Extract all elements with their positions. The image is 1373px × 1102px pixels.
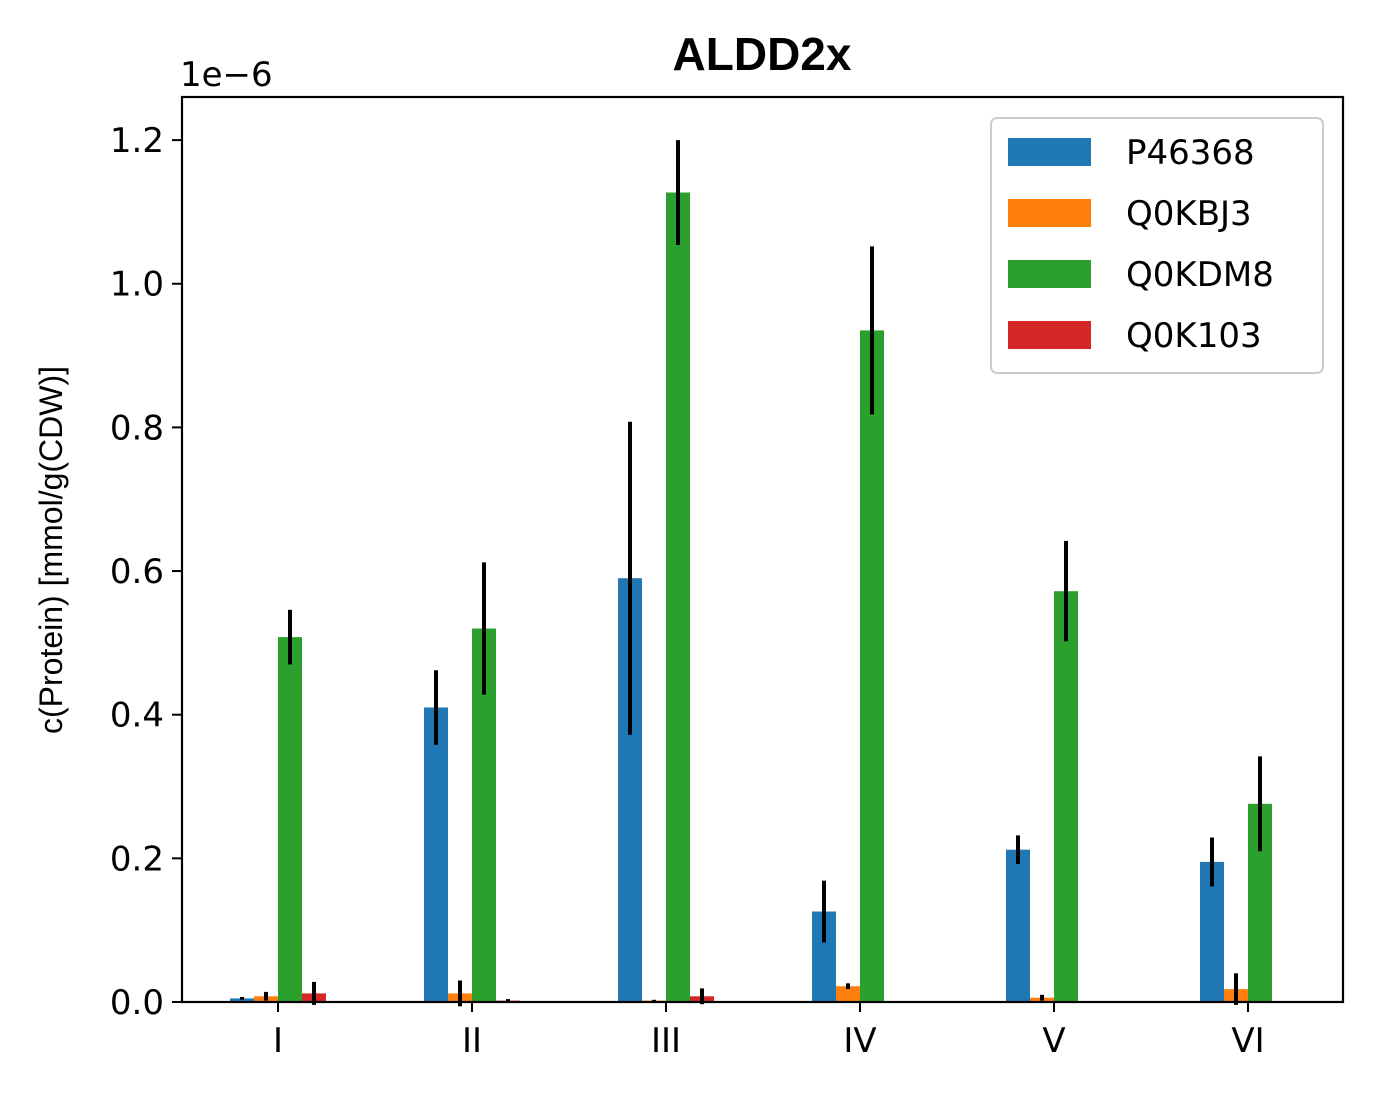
legend-label-Q0KDM8: Q0KDM8 <box>1126 255 1274 295</box>
legend-swatch-Q0KBJ3 <box>1008 199 1091 227</box>
y-tick-label: 0.8 <box>110 408 164 448</box>
x-tick-label: II <box>462 1021 482 1061</box>
y-tick-label: 0.6 <box>110 552 164 592</box>
bar-Q0KDM8-III <box>666 192 690 1002</box>
legend-label-Q0K103: Q0K103 <box>1126 316 1262 356</box>
y-tick-label: 0.0 <box>110 983 164 1023</box>
bar-Q0KBJ3-IV <box>836 986 860 1002</box>
y-tick-label: 1.0 <box>110 265 164 305</box>
x-tick-label: III <box>651 1021 681 1061</box>
legend-swatch-Q0K103 <box>1008 321 1091 349</box>
bar-Q0KDM8-V <box>1054 591 1078 1002</box>
bar-Q0KDM8-IV <box>860 330 884 1002</box>
bars-layer <box>230 192 1272 1002</box>
legend-label-Q0KBJ3: Q0KBJ3 <box>1126 194 1252 234</box>
y-axis-ticks: 0.0 0.2 0.4 0.6 0.8 1.0 1.2 <box>110 121 182 1023</box>
y-tick-label: 1.2 <box>110 121 164 161</box>
y-axis-offset-label: 1e−6 <box>180 55 273 95</box>
bar-P46368-V <box>1006 849 1030 1002</box>
legend-label-P46368: P46368 <box>1126 133 1255 173</box>
bar-P46368-I <box>230 998 254 1002</box>
bar-P46368-II <box>424 707 448 1002</box>
y-axis-label: c(Protein) [mmol/g(CDW)] <box>33 366 69 734</box>
chart-title: ALDD2x <box>673 28 852 80</box>
bar-Q0KDM8-I <box>278 637 302 1002</box>
legend: P46368 Q0KBJ3 Q0KDM8 Q0K103 <box>990 117 1324 374</box>
legend-swatch-P46368 <box>1008 138 1091 166</box>
y-tick-label: 0.2 <box>110 839 164 879</box>
y-tick-label: 0.4 <box>110 696 164 736</box>
x-tick-label: I <box>273 1021 283 1061</box>
legend-swatch-Q0KDM8 <box>1008 260 1091 288</box>
x-tick-label: VI <box>1231 1021 1264 1061</box>
x-tick-label: IV <box>843 1021 876 1061</box>
legend-box <box>990 117 1324 374</box>
x-tick-label: V <box>1042 1021 1065 1061</box>
x-axis-ticks: I II III IV V VI <box>273 1002 1265 1061</box>
plot-area-frame <box>180 95 1345 1004</box>
